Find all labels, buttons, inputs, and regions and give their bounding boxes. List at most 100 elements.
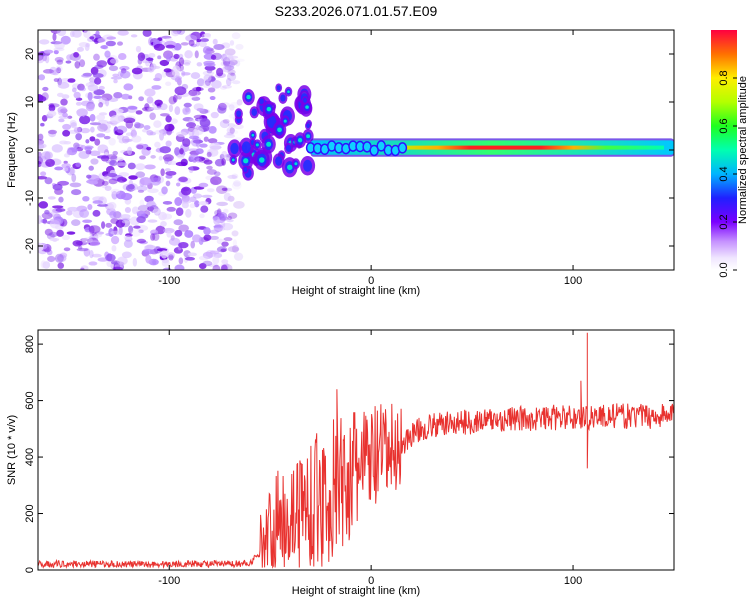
noise-blob: [165, 140, 172, 147]
noise-blob: [38, 95, 47, 102]
noise-blob: [121, 135, 130, 144]
snr-axes: -100 0 100 0 200 400 600 800: [24, 330, 674, 587]
noise-blob: [47, 196, 56, 200]
noise-blob: [42, 261, 51, 269]
noise-blob: [194, 50, 199, 59]
noise-blob: [231, 173, 239, 180]
noise-blob: [55, 65, 63, 73]
noise-blob: [175, 182, 181, 187]
noise-blob: [38, 175, 48, 180]
noise-blob: [231, 32, 241, 40]
noise-blob: [174, 76, 182, 83]
noise-blob: [224, 64, 235, 71]
noise-blob: [226, 72, 237, 81]
noise-blob: [97, 144, 109, 154]
noise-blob: [130, 229, 141, 237]
noise-blob: [97, 123, 108, 132]
noise-blob: [112, 266, 123, 270]
noise-blob: [67, 206, 79, 212]
noise-blob: [95, 30, 100, 36]
noise-blob: [190, 240, 196, 249]
noise-blob: [165, 180, 171, 187]
noise-blob: [42, 86, 49, 92]
noise-blob: [206, 69, 213, 74]
noise-blob: [151, 106, 162, 110]
noise-blob: [236, 99, 243, 106]
noise-blob: [66, 210, 73, 216]
scatter-blob-core: [230, 142, 239, 155]
noise-blob: [108, 137, 116, 146]
noise-blob: [191, 96, 201, 101]
noise-blob: [120, 214, 131, 219]
noise-blob: [151, 85, 162, 90]
noise-blob: [124, 207, 132, 213]
noise-blob: [60, 98, 68, 106]
noise-blob: [212, 256, 220, 265]
noise-blob: [165, 115, 172, 123]
noise-blob: [80, 238, 89, 242]
noise-blob: [91, 253, 102, 258]
signal-band-onset-blob: [397, 142, 408, 154]
noise-blob: [117, 30, 129, 36]
noise-blob: [57, 262, 65, 269]
noise-blob: [48, 103, 55, 108]
noise-blob: [54, 166, 64, 171]
noise-blob: [108, 178, 118, 185]
noise-blob: [196, 62, 203, 67]
scatter-blob-core: [243, 167, 248, 173]
noise-blob: [233, 201, 245, 209]
noise-blob: [189, 203, 196, 209]
noise-blob: [190, 137, 200, 147]
noise-blob: [134, 123, 145, 129]
noise-blob: [229, 40, 235, 46]
noise-blob: [221, 187, 228, 191]
noise-blob: [147, 188, 159, 194]
noise-blob: [166, 53, 171, 63]
noise-blob: [130, 34, 138, 38]
noise-blob: [100, 45, 108, 50]
noise-blob: [111, 190, 118, 200]
noise-blob: [167, 252, 175, 260]
noise-blob: [98, 97, 109, 105]
signal-band-onset-blob: [369, 144, 379, 157]
spectrogram-x-tick-label: 100: [564, 275, 582, 287]
noise-blob: [70, 122, 77, 129]
noise-blob: [94, 77, 102, 85]
noise-blob: [146, 96, 154, 104]
noise-blob: [90, 66, 99, 76]
noise-blob: [115, 125, 128, 134]
noise-blob: [144, 88, 156, 97]
noise-blob: [152, 208, 162, 215]
noise-blob: [40, 260, 47, 269]
noise-blob: [96, 114, 106, 121]
noise-blob: [226, 63, 232, 72]
noise-blob: [219, 102, 231, 109]
noise-blob: [110, 235, 120, 245]
noise-blob: [82, 219, 93, 224]
noise-blob: [133, 225, 141, 229]
noise-blob: [89, 36, 95, 40]
noise-blob: [57, 81, 70, 89]
noise-blob: [125, 233, 133, 237]
noise-blob: [40, 219, 48, 224]
scatter-blob-peak: [283, 119, 287, 123]
noise-blob: [220, 54, 228, 62]
noise-blob: [106, 36, 117, 40]
noise-blob: [199, 118, 211, 128]
noise-blob: [192, 193, 203, 199]
noise-blob: [44, 209, 50, 215]
noise-blob: [220, 61, 228, 67]
noise-blob: [196, 39, 202, 43]
noise-blob: [74, 61, 81, 69]
scatter-blob-core: [259, 98, 264, 105]
noise-blob: [202, 46, 212, 55]
noise-blob: [206, 188, 215, 193]
snr-y-tick-label: 400: [24, 448, 36, 466]
noise-blob: [38, 39, 50, 45]
noise-blob: [136, 210, 146, 214]
noise-blob: [206, 151, 212, 158]
noise-blob: [98, 119, 109, 124]
noise-blob: [209, 96, 216, 101]
noise-blob: [103, 135, 111, 140]
